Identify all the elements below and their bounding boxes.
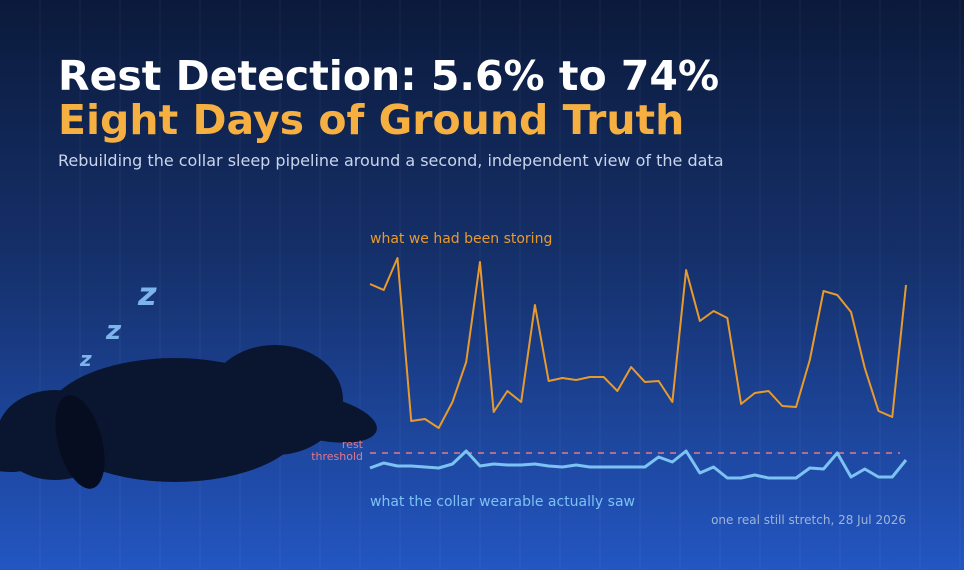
sleep-mark: z <box>79 347 92 371</box>
threshold-label: rest <box>342 438 364 451</box>
description: Rebuilding the collar sleep pipeline aro… <box>58 151 724 170</box>
sleep-mark: z <box>105 316 122 346</box>
series-label: what we had been storing <box>370 231 552 247</box>
series-line <box>369 449 908 480</box>
sleep-mark: z <box>137 275 157 313</box>
annotation: one real still stretch, 28 Jul 2026 <box>711 513 906 527</box>
subtitle: Eight Days of Ground Truth <box>58 96 684 144</box>
series-label: what the collar wearable actually saw <box>370 494 635 510</box>
background-grid <box>39 0 961 570</box>
sleeping-dog <box>0 345 377 489</box>
threshold-label: threshold <box>311 450 363 463</box>
title: Rest Detection: 5.6% to 74% <box>58 52 719 100</box>
series-line <box>369 257 907 429</box>
